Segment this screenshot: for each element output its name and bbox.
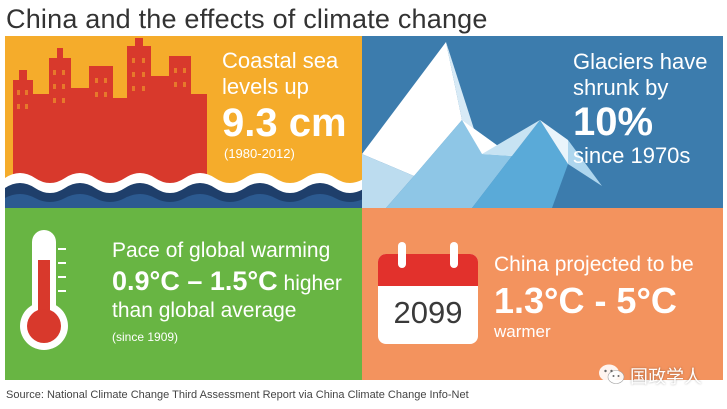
coastal-sea-panel: Coastal sea levels up 9.3 cm (1980-2012) — [5, 36, 362, 208]
glacier-line-1: Glaciers have — [573, 49, 708, 74]
china-projection-panel: 2099 China projected to be 1.3°C - 5°C w… — [362, 208, 723, 380]
china-line-3: warmer — [494, 322, 551, 341]
china-value: 1.3°C - 5°C — [494, 280, 677, 321]
warming-line-1: Pace of global warming — [112, 239, 331, 262]
glacier-line-2: shrunk by — [573, 75, 669, 100]
calendar-icon — [378, 242, 478, 344]
glacier-panel: Glaciers have shrunk by 10% since 1970s — [362, 36, 723, 208]
page-title: China and the effects of climate change — [6, 4, 488, 34]
warming-value: 0.9°C – 1.5°C — [112, 266, 278, 296]
glacier-icon — [362, 42, 602, 208]
calendar-year: 2099 — [393, 295, 463, 330]
coastal-line-2: levels up — [222, 74, 309, 99]
warming-value-suffix: higher — [277, 272, 342, 295]
warming-line-3: than global average — [112, 299, 297, 322]
coastal-value: 9.3 cm — [222, 101, 347, 145]
thermometer-icon — [20, 230, 68, 350]
warming-panel: Pace of global warming 0.9°C – 1.5°C hig… — [5, 208, 362, 380]
glacier-line-4: since 1970s — [573, 143, 691, 168]
wechat-icon — [599, 364, 625, 384]
watermark-text: 国政学人 — [630, 367, 702, 387]
coastal-period: (1980-2012) — [224, 146, 295, 161]
china-line-1: China projected to be — [494, 253, 694, 276]
glacier-value: 10% — [573, 100, 654, 144]
city-skyline-icon — [5, 38, 362, 208]
coastal-line-1: Coastal sea — [222, 48, 339, 73]
warming-value-line: 0.9°C – 1.5°C higher — [112, 265, 342, 300]
warming-period: (since 1909) — [112, 330, 179, 344]
source-note: Source: National Climate Change Third As… — [6, 389, 469, 401]
